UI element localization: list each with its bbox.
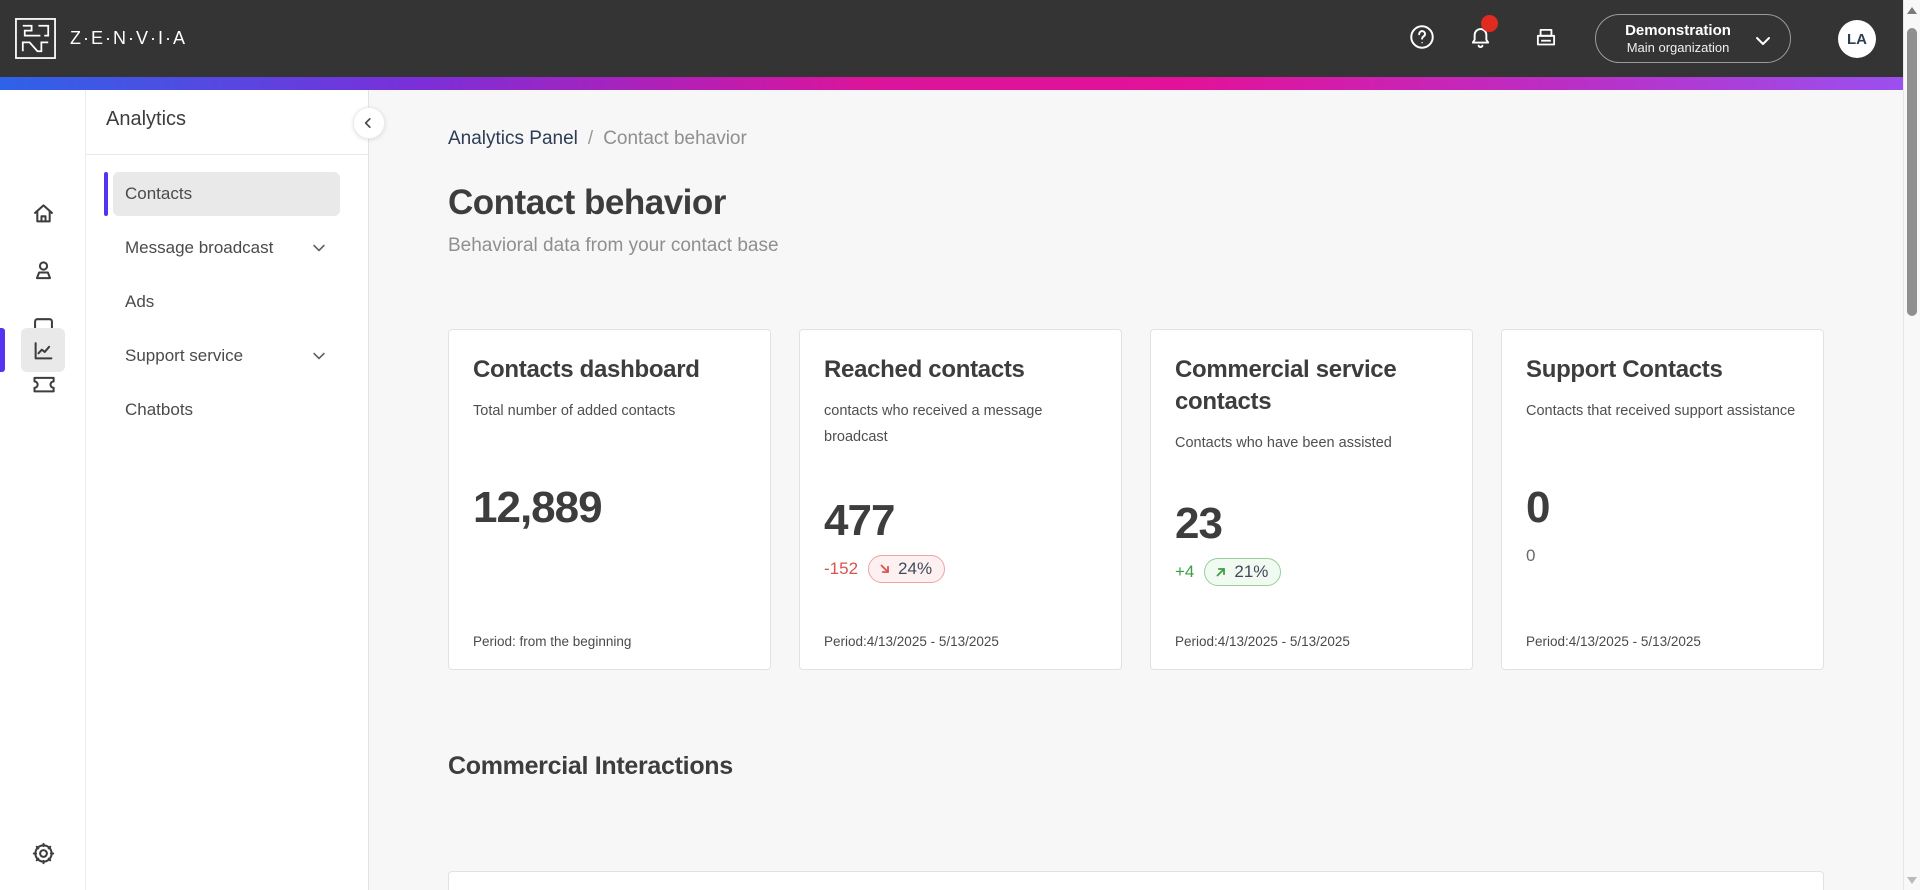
analytics-chart-icon <box>34 341 52 359</box>
card-delta-row: -152 24% <box>824 553 1097 585</box>
card-description: Total number of added contacts <box>473 402 676 419</box>
card-delta-row: 0 <box>1526 540 1799 572</box>
card-period: Period:4/13/2025 - 5/13/2025 <box>824 634 999 649</box>
breadcrumb-separator: / <box>587 128 594 149</box>
printer-icon <box>1536 28 1556 46</box>
card-period: Period:4/13/2025 - 5/13/2025 <box>1526 634 1701 649</box>
zenvia-logo-icon <box>15 18 56 59</box>
breadcrumb: Analytics Panel / Contact behavior <box>448 128 1903 150</box>
breadcrumb-current: Contact behavior <box>603 128 747 149</box>
page-subtitle: Behavioral data from your contact base <box>448 235 779 256</box>
notification-badge <box>1481 15 1498 32</box>
card-reached-contacts: Reached contacts contacts who received a… <box>799 329 1122 670</box>
section-title-commercial-interactions: Commercial Interactions <box>448 752 733 780</box>
card-title: Contacts dashboard <box>473 356 700 383</box>
chevron-left-icon <box>364 118 371 128</box>
card-period: Period: from the beginning <box>473 634 632 649</box>
card-description: contacts who received a message broadcas… <box>824 402 1043 445</box>
chevron-down-icon <box>313 244 325 252</box>
card-period: Period:4/13/2025 - 5/13/2025 <box>1175 634 1350 649</box>
chevron-down-icon <box>1756 37 1770 45</box>
card-value: 477 <box>824 496 895 546</box>
home-icon <box>33 203 53 222</box>
panel-item-support-service[interactable]: Support service <box>113 334 340 378</box>
delta-value: 0 <box>1526 546 1536 565</box>
scroll-up-arrow-icon[interactable] <box>1907 7 1917 14</box>
card-commercial-service-contacts: Commercial service contacts Contacts who… <box>1150 329 1473 670</box>
top-header: Z·E·N·V·I·A Demonstration Main organizat… <box>0 0 1903 77</box>
gear-icon <box>32 842 54 864</box>
analytics-panel: Analytics Contacts Message broadcast Ads… <box>86 90 385 890</box>
trend-badge: 21% <box>1204 557 1282 586</box>
kpi-cards-row: Contacts dashboard Total number of added… <box>448 329 1824 670</box>
brand: Z·E·N·V·I·A <box>14 17 187 60</box>
panel-item-ads[interactable]: Ads <box>113 280 340 324</box>
card-value: 0 <box>1526 483 1550 532</box>
chevron-down-icon <box>313 352 325 360</box>
panel-item-contacts[interactable]: Contacts <box>113 172 340 216</box>
panel-divider <box>86 154 368 155</box>
scrollbar-thumb[interactable] <box>1907 28 1917 316</box>
panel-item-label: Contacts <box>125 184 193 203</box>
organization-detail: Main organization <box>1626 40 1730 55</box>
vertical-scrollbar[interactable] <box>1903 0 1920 890</box>
panel-item-label: Support service <box>125 346 244 365</box>
card-value: 23 <box>1175 498 1223 548</box>
trend-percent: 21% <box>1234 561 1269 581</box>
user-avatar[interactable]: LA <box>1838 20 1876 58</box>
delta-value: +4 <box>1175 561 1195 581</box>
panel-item-label: Message broadcast <box>125 238 274 257</box>
person-icon <box>35 260 51 279</box>
print-button[interactable] <box>1533 25 1559 54</box>
brand-gradient-bar <box>0 77 1903 90</box>
icon-rail <box>0 90 86 890</box>
panel-item-label: Ads <box>125 292 155 311</box>
brand-name: Z·E·N·V·I·A <box>70 28 187 48</box>
help-button[interactable] <box>1408 23 1436 54</box>
trend-badge: 24% <box>868 555 946 584</box>
panel-item-chatbots[interactable]: Chatbots <box>113 388 340 432</box>
card-title: Support Contacts <box>1526 356 1723 383</box>
active-item-indicator <box>104 172 108 216</box>
panel-title: Analytics <box>106 108 187 130</box>
panel-items: Contacts Message broadcast Ads Support s… <box>86 172 368 442</box>
trend-up-icon <box>1216 568 1226 577</box>
card-description: Contacts who have been assisted <box>1175 434 1392 451</box>
rail-item-contacts[interactable] <box>21 248 65 292</box>
commercial-interactions-card <box>448 871 1824 890</box>
delta-value: -152 <box>824 559 859 579</box>
trend-down-icon <box>880 564 889 573</box>
card-delta-row: +4 21% <box>1175 556 1448 588</box>
panel-item-message-broadcast[interactable]: Message broadcast <box>113 226 340 270</box>
scroll-down-arrow-icon[interactable] <box>1907 877 1917 884</box>
main-content: Analytics Panel / Contact behavior Conta… <box>369 90 1903 890</box>
rail-item-settings[interactable] <box>21 831 65 875</box>
card-title: Reached contacts <box>824 356 1025 383</box>
collapse-panel-button[interactable] <box>353 107 385 139</box>
page-title: Contact behavior <box>448 183 726 222</box>
card-title: Commercial service contacts <box>1175 356 1397 415</box>
rail-item-analytics[interactable] <box>21 328 65 372</box>
ticket-icon <box>32 376 55 392</box>
card-value: 12,889 <box>473 483 603 532</box>
active-rail-indicator <box>0 328 5 372</box>
rail-item-campaigns[interactable] <box>21 361 65 405</box>
organization-switcher[interactable]: Demonstration Main organization <box>1595 14 1791 63</box>
organization-name: Demonstration <box>1625 22 1731 39</box>
help-icon <box>1410 25 1434 49</box>
card-delta-row <box>473 540 746 572</box>
rail-item-home[interactable] <box>21 191 65 235</box>
card-support-contacts: Support Contacts Contacts that received … <box>1501 329 1824 670</box>
card-description: Contacts that received support assistanc… <box>1526 402 1796 419</box>
trend-percent: 24% <box>898 559 933 579</box>
card-contacts-dashboard: Contacts dashboard Total number of added… <box>448 329 771 670</box>
breadcrumb-analytics-panel[interactable]: Analytics Panel <box>448 128 578 149</box>
panel-item-label: Chatbots <box>125 400 194 419</box>
